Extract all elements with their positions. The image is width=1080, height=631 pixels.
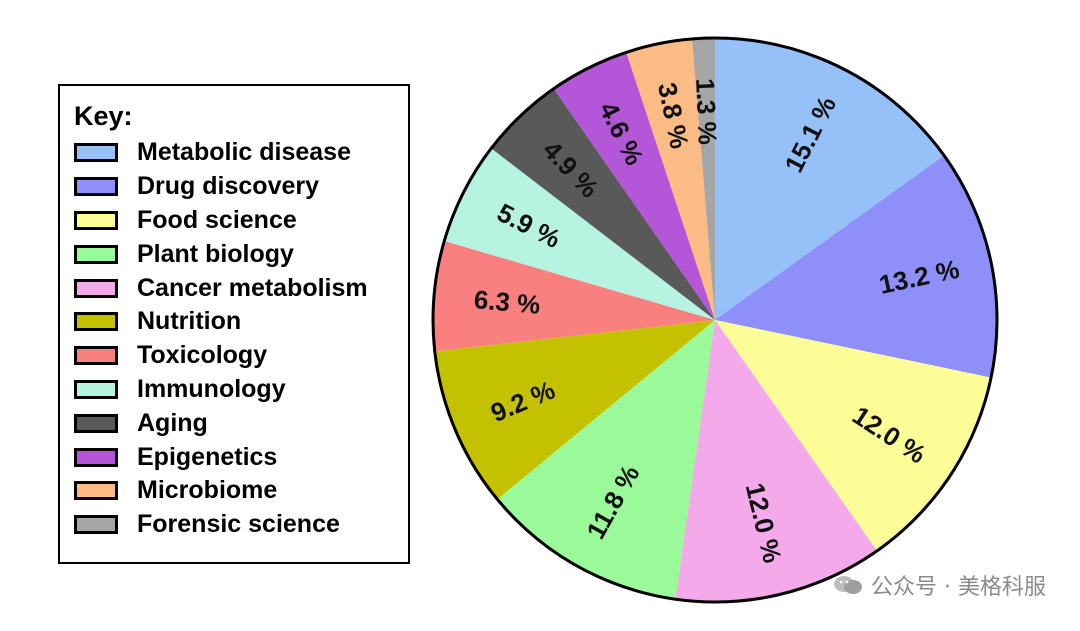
watermark-text: 公众号 · 美格科服 <box>871 575 1046 600</box>
legend-item: Metabolic disease <box>74 136 408 170</box>
legend-item: Microbiome <box>74 474 408 508</box>
legend-label: Toxicology <box>137 341 268 370</box>
pie-slice-microbiome <box>626 38 715 321</box>
legend-swatch <box>74 177 118 197</box>
legend-label: Microbiome <box>137 476 278 505</box>
legend-label: Metabolic disease <box>137 138 351 167</box>
pie-slice-drug-discovery <box>715 155 997 378</box>
watermark: 公众号 · 美格科服 <box>833 569 1046 601</box>
legend-swatch <box>74 312 118 332</box>
legend-item: Food science <box>74 204 408 238</box>
legend-swatch <box>74 413 118 433</box>
legend-item: Forensic science <box>74 508 408 542</box>
pie-slice-toxicology <box>432 240 715 352</box>
legend-swatch <box>74 447 118 467</box>
legend-label: Drug discovery <box>137 172 320 201</box>
legend-item: Cancer metabolism <box>74 271 408 305</box>
pie-slice-food-science <box>715 320 992 551</box>
pie-slice-immunology <box>444 148 715 320</box>
slice-value-label: 6.3 % <box>473 284 542 320</box>
pie-slice-forensic-science <box>692 38 715 320</box>
legend-item: Aging <box>74 406 408 440</box>
legend-item: Immunology <box>74 373 408 407</box>
pie-outline <box>431 36 999 604</box>
legend-title: Key: <box>74 101 133 131</box>
legend-label: Nutrition <box>137 307 242 336</box>
legend-swatch <box>74 379 118 399</box>
pie-slices <box>432 38 997 602</box>
legend-item: Plant biology <box>74 237 408 271</box>
pie-slice-aging <box>491 88 715 320</box>
legend-label: Epigenetics <box>137 442 278 471</box>
legend-item: Epigenetics <box>74 440 408 474</box>
legend-label: Food science <box>137 205 297 234</box>
legend-swatch <box>74 346 118 366</box>
legend-label: Cancer metabolism <box>137 273 368 302</box>
legend-label: Forensic science <box>137 510 340 539</box>
legend-swatch <box>74 143 118 163</box>
pie-slice-cancer-metabolism <box>675 320 878 602</box>
legend-swatch <box>74 210 118 230</box>
legend-swatch <box>74 278 118 298</box>
legend-label: Plant biology <box>137 239 294 268</box>
legend-items: Metabolic disease Drug discovery Food scie… <box>74 136 408 542</box>
legend-label: Aging <box>137 408 208 437</box>
legend-swatch <box>74 481 118 501</box>
pie-slice-epigenetics <box>553 52 715 320</box>
wechat-icon <box>834 576 863 594</box>
legend: Key: Metabolic disease Drug discovery Food… <box>58 84 410 564</box>
legend-item: Nutrition <box>74 305 408 339</box>
slice-value-label: 1.3 % <box>690 78 723 146</box>
pie-slice-nutrition <box>434 320 715 500</box>
pie-slice-metabolic-disease <box>715 38 945 320</box>
legend-item: Toxicology <box>74 339 408 373</box>
legend-item: Drug discovery <box>74 170 408 204</box>
legend-swatch <box>74 515 118 535</box>
legend-label: Immunology <box>137 374 286 403</box>
pie-slice-plant-biology <box>497 320 715 600</box>
legend-swatch <box>74 244 118 264</box>
